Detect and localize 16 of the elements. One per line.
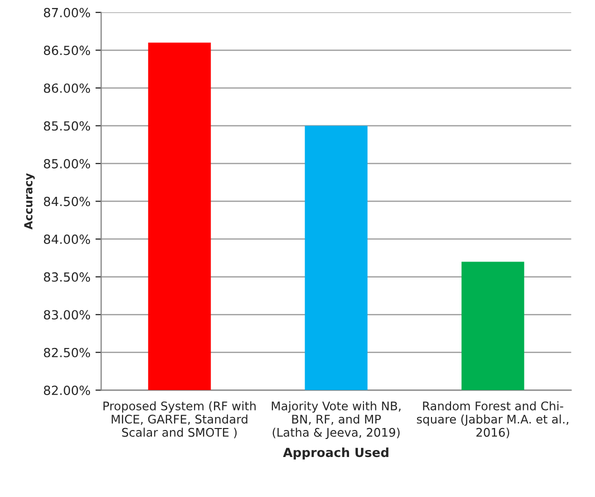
x-tick-label: Random Forest and Chi- square (Jabbar M.A. et al., 2016) xyxy=(416,401,568,438)
y-tick-label: 85.00% xyxy=(44,158,90,168)
x-tick-label: Proposed System (RF with MICE, GARFE, Standard Scalar and SMOTE ) xyxy=(104,401,256,438)
y-tick-label: 87.00% xyxy=(44,8,90,18)
y-tick-label: 84.50% xyxy=(44,196,90,206)
y-tick-label: 83.00% xyxy=(44,310,90,320)
y-axis-title: Accuracy xyxy=(24,173,35,230)
y-tick-label: 82.50% xyxy=(44,348,90,358)
x-tick-label: Majority Vote with NB, BN, RF, and MP (Latha & Jeeva, 2019) xyxy=(272,401,400,440)
y-tick-label: 83.50% xyxy=(44,272,90,282)
y-tick-label: 82.00% xyxy=(44,386,90,396)
y-tick-label: 86.50% xyxy=(44,46,90,56)
y-tick-label: 84.00% xyxy=(44,234,90,244)
x-axis-title: Approach Used xyxy=(283,447,388,460)
y-tick-label: 85.50% xyxy=(44,121,90,131)
y-tick-label: 86.00% xyxy=(44,83,90,93)
